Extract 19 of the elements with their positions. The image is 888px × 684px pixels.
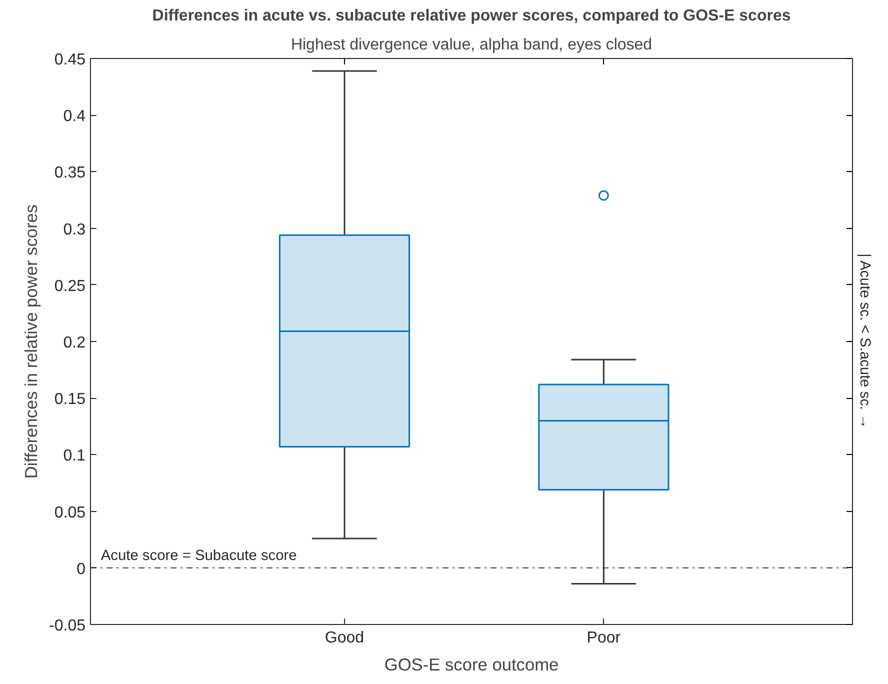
x-tick-label: Good	[324, 630, 364, 646]
y-tick-label: 0.1	[63, 448, 86, 465]
y-tick-label: 0.45	[54, 52, 86, 68]
y-axis-title: Differences in relative power scores	[21, 204, 42, 479]
y-tick-label: 0.4	[63, 108, 86, 126]
y-tick-label: 0.35	[54, 164, 86, 182]
y-tick-label: 0.25	[54, 278, 86, 295]
ref-line-label: Acute score = Subacute score	[100, 548, 297, 564]
y-tick-label: 0.2	[63, 334, 86, 352]
x-tick-label: Poor	[586, 630, 622, 646]
chart-subtitle: Highest divergence value, alpha band, eyes closed	[290, 36, 652, 54]
y-tick-label: -0.05	[49, 618, 86, 634]
y-tick-label: 0.3	[63, 221, 86, 238]
y-tick-label: 0	[76, 560, 86, 578]
x-axis-title: GOS-E score outcome	[384, 654, 559, 674]
y-tick-label: 0.05	[54, 504, 86, 522]
y-tick-label: 0.15	[54, 391, 86, 408]
text: | Acute sc. < S.acute sc. →	[856, 253, 872, 429]
chart-title: Differences in acute vs. subacute relative power scores, compared to GOS-E scores	[152, 8, 791, 24]
